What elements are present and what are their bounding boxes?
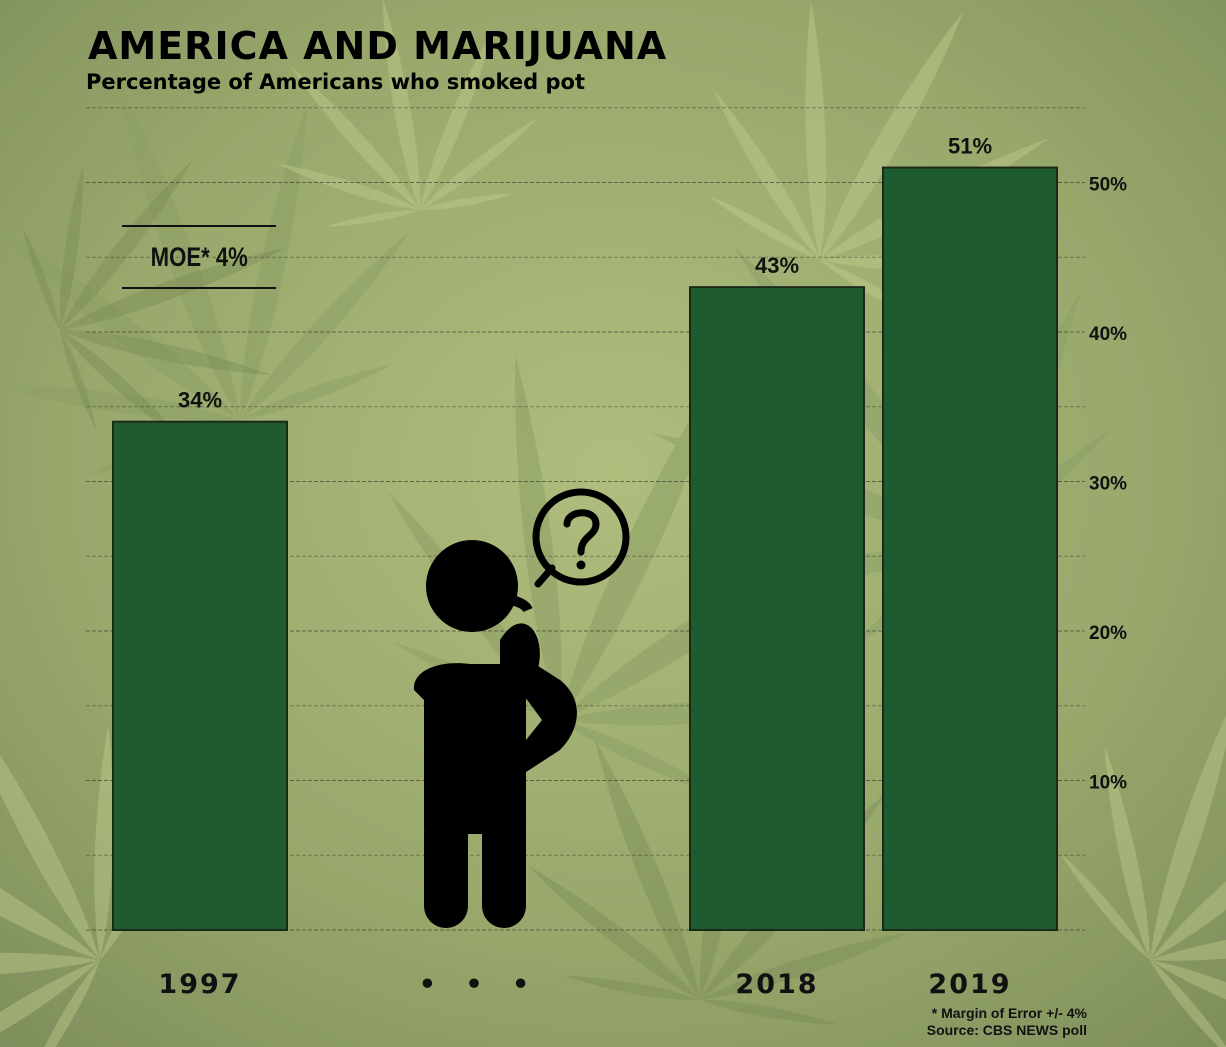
x-tick-label: 1997 <box>158 969 241 1000</box>
data-labels: 34% 43% 51% <box>178 134 992 413</box>
chart-title: AMERICA AND MARIJUANA <box>88 24 668 68</box>
y-tick-label: 10% <box>1089 773 1127 794</box>
x-tick-label: • • • <box>419 969 540 1000</box>
source-note: Source: CBS NEWS poll <box>926 1022 1087 1038</box>
gridlines <box>86 107 1085 931</box>
y-tick-label: 30% <box>1089 474 1127 495</box>
x-axis: 1997 • • • 2018 2019 <box>158 969 1011 1000</box>
y-tick-label: 40% <box>1089 324 1127 345</box>
x-tick-label: 2019 <box>928 969 1011 1000</box>
y-tick-label: 20% <box>1089 623 1127 644</box>
bar-2019 <box>882 166 1058 932</box>
moe-annotation: MOE* 4% <box>122 225 276 289</box>
moe-label: MOE* 4% <box>150 241 248 272</box>
y-axis: 10% 20% 30% 40% 50% <box>1089 175 1127 794</box>
bar-1997 <box>112 420 288 931</box>
bar-2018 <box>689 286 865 931</box>
data-label-2019: 51% <box>948 134 992 159</box>
y-tick-label: 50% <box>1089 175 1127 196</box>
margin-of-error-note: * Margin of Error +/- 4% <box>931 1005 1087 1021</box>
question-mark-icon <box>532 488 630 588</box>
bars <box>112 166 1058 932</box>
data-label-1997: 34% <box>178 388 222 413</box>
footnote: * Margin of Error +/- 4% Source: CBS NEW… <box>927 1005 1087 1039</box>
chart-subtitle: Percentage of Americans who smoked pot <box>86 70 585 94</box>
x-tick-label: 2018 <box>735 969 818 1000</box>
thinking-person-icon <box>413 540 577 928</box>
data-label-2018: 43% <box>755 253 799 278</box>
